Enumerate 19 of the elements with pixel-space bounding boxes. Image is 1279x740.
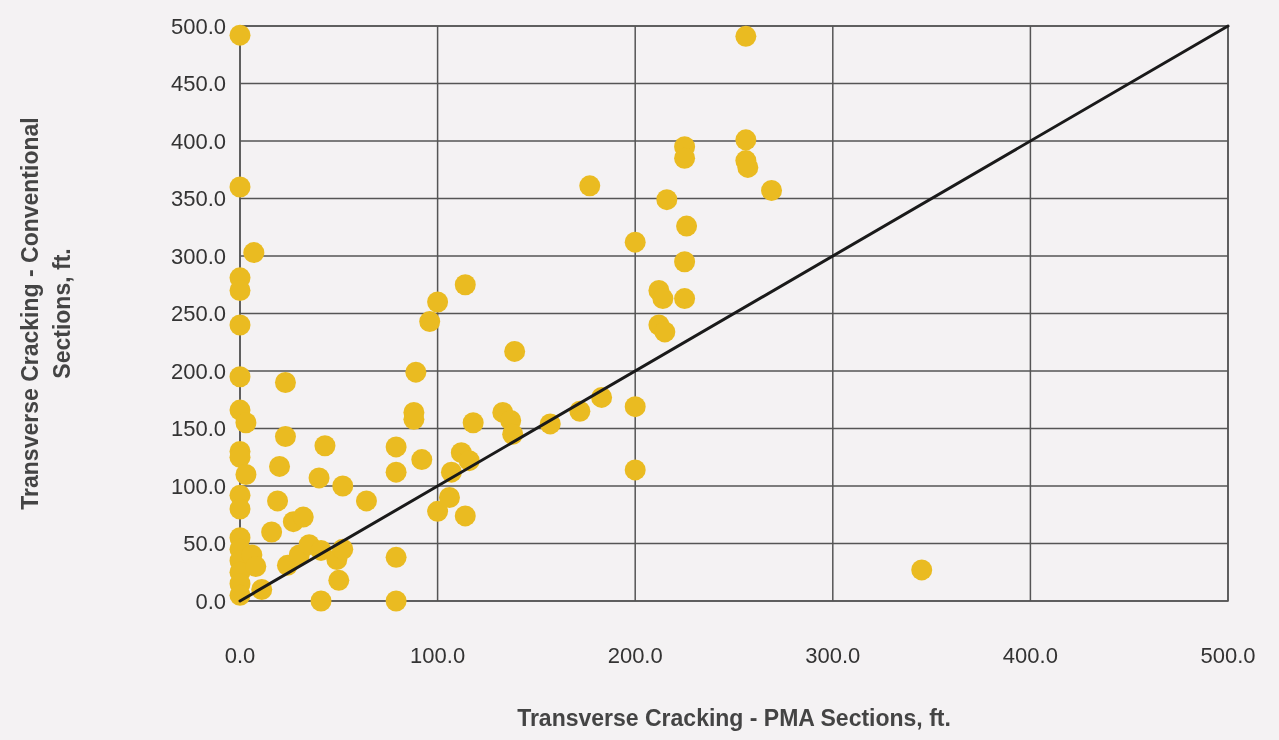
y-tick-label: 50.0	[183, 531, 226, 557]
x-tick-label: 200.0	[607, 643, 663, 668]
y-tick-label: 450.0	[170, 71, 226, 97]
y-tick-label: 0.0	[195, 588, 226, 614]
y-axis-title: Transverse Cracking - Conventional Sections, ft.	[17, 117, 75, 510]
y-tick-label: 500.0	[170, 13, 226, 39]
y-tick-label: 300.0	[170, 243, 226, 269]
y-tick-label: 250.0	[170, 301, 226, 327]
y-tick-label: 400.0	[170, 128, 226, 154]
x-tick-label: 500.0	[1200, 643, 1256, 668]
x-tick-label: 100.0	[410, 643, 466, 668]
y-tick-label: 200.0	[170, 358, 226, 384]
x-axis-title: Transverse Cracking - PMA Sections, ft.	[517, 705, 951, 731]
y-tick-label: 150.0	[170, 416, 226, 442]
x-tick-label: 400.0	[1002, 643, 1058, 668]
y-tick-label: 100.0	[170, 473, 226, 499]
x-tick-label: 300.0	[805, 643, 861, 668]
x-tick-label: 0.0	[224, 643, 256, 668]
y-tick-label: 350.0	[170, 186, 226, 212]
